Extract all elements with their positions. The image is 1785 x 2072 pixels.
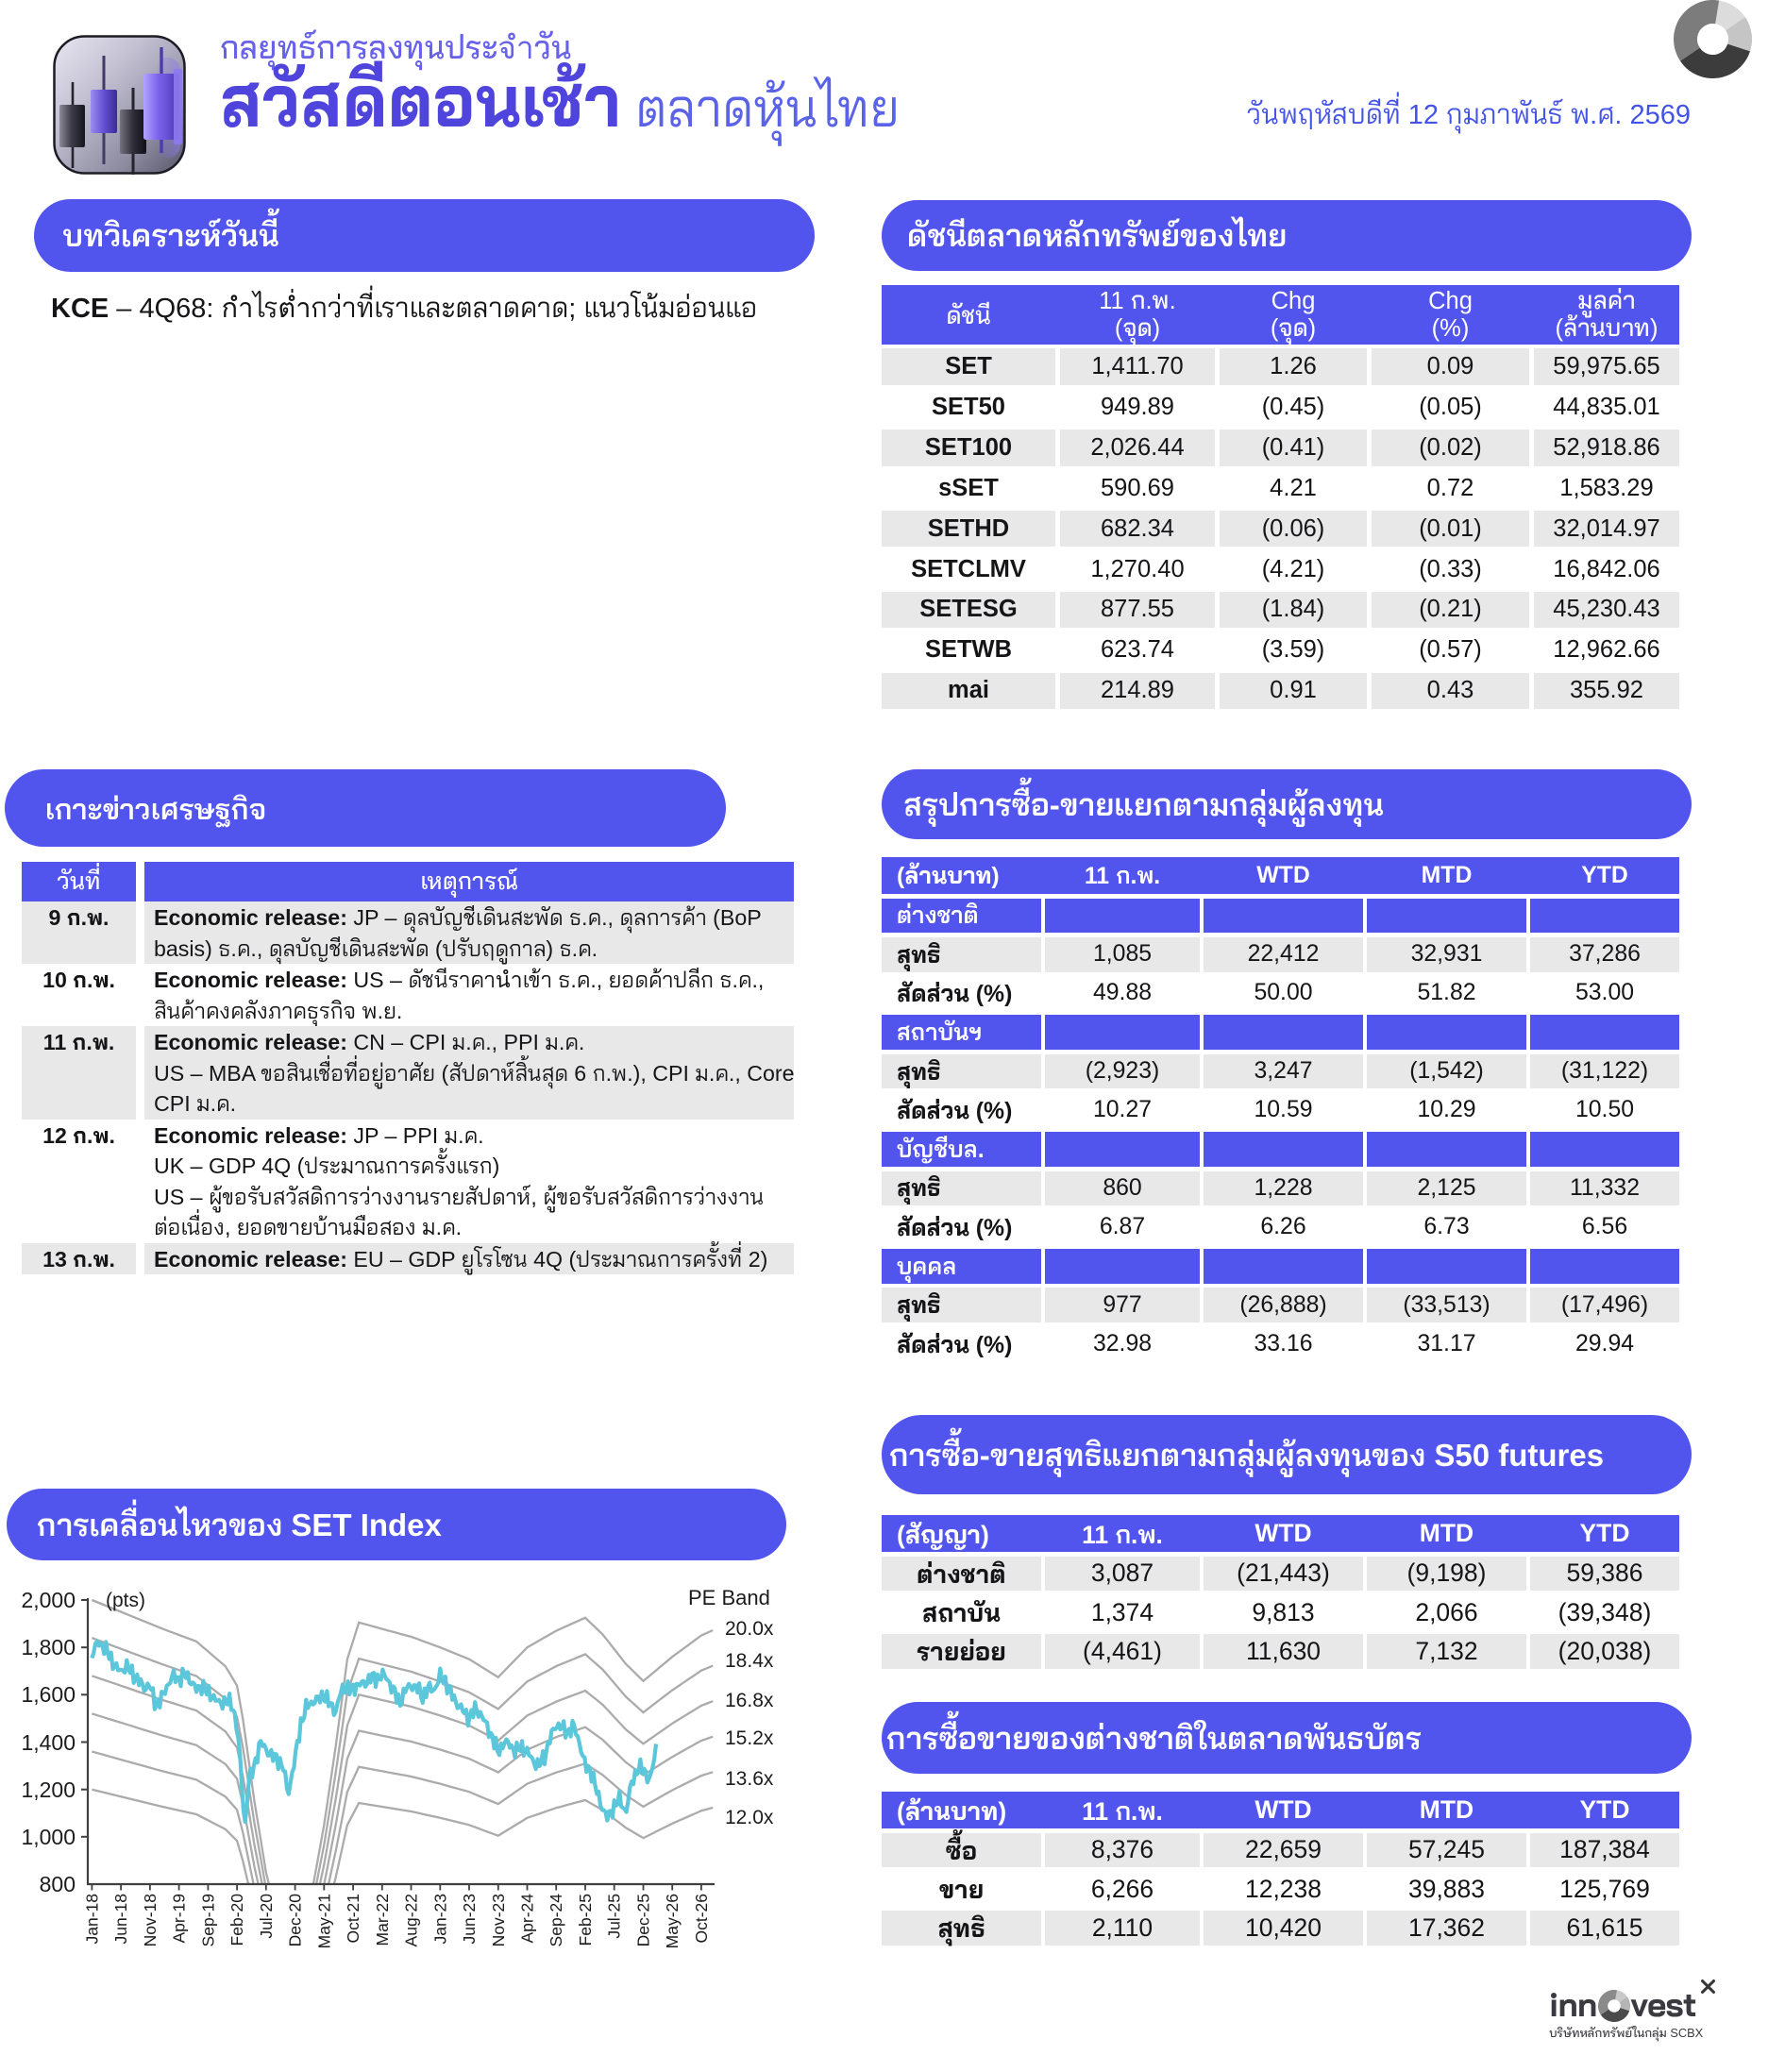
svg-text:Sep-24: Sep-24: [547, 1894, 565, 1947]
svg-text:(pts): (pts): [106, 1590, 145, 1611]
svg-text:Feb-25: Feb-25: [576, 1894, 595, 1946]
svg-text:Apr-19: Apr-19: [170, 1894, 189, 1944]
svg-text:18.4x: 18.4x: [725, 1650, 774, 1672]
svg-text:Aug-22: Aug-22: [402, 1894, 421, 1946]
svg-text:May-21: May-21: [314, 1894, 333, 1948]
svg-text:Oct-26: Oct-26: [692, 1894, 711, 1944]
svg-text:16.8x: 16.8x: [725, 1690, 774, 1711]
svg-text:Jul-20: Jul-20: [257, 1894, 276, 1939]
svg-text:Dec-25: Dec-25: [634, 1894, 653, 1946]
svg-text:Nov-18: Nov-18: [141, 1894, 160, 1946]
svg-text:Jan-23: Jan-23: [430, 1894, 449, 1945]
svg-text:2,000: 2,000: [21, 1588, 76, 1612]
svg-text:Apr-24: Apr-24: [518, 1894, 537, 1944]
svg-text:Nov-23: Nov-23: [489, 1894, 508, 1946]
svg-text:PE Band: PE Band: [688, 1586, 770, 1609]
svg-text:Feb-20: Feb-20: [227, 1894, 246, 1946]
svg-text:Jun-18: Jun-18: [111, 1894, 130, 1945]
svg-text:Jul-25: Jul-25: [605, 1894, 624, 1939]
svg-text:800: 800: [40, 1872, 76, 1896]
svg-text:Dec-20: Dec-20: [286, 1894, 305, 1947]
svg-text:12.0x: 12.0x: [725, 1807, 774, 1828]
svg-text:1,200: 1,200: [21, 1777, 76, 1802]
svg-text:Jun-23: Jun-23: [460, 1894, 479, 1945]
svg-text:13.6x: 13.6x: [725, 1768, 774, 1790]
svg-text:Jan-18: Jan-18: [82, 1894, 101, 1945]
svg-text:15.2x: 15.2x: [725, 1727, 774, 1749]
svg-text:Sep-19: Sep-19: [198, 1894, 217, 1946]
svg-text:1,400: 1,400: [21, 1730, 76, 1755]
svg-text:May-26: May-26: [663, 1894, 682, 1948]
svg-text:1,800: 1,800: [21, 1635, 76, 1659]
svg-text:1,000: 1,000: [21, 1825, 76, 1849]
svg-text:Mar-22: Mar-22: [373, 1894, 392, 1946]
svg-text:Oct-21: Oct-21: [344, 1894, 362, 1944]
svg-text:1,600: 1,600: [21, 1682, 76, 1707]
svg-text:20.0x: 20.0x: [725, 1618, 774, 1640]
